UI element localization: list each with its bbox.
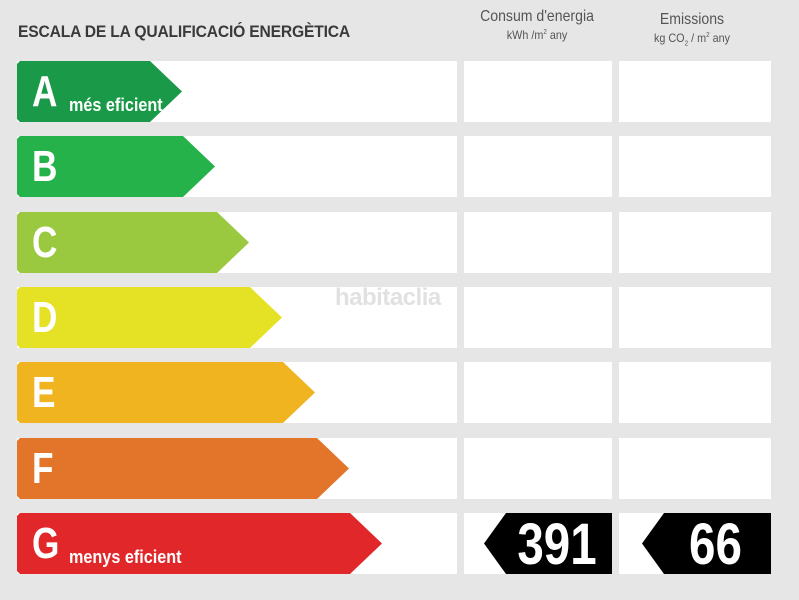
emissions-cell-e bbox=[619, 362, 771, 423]
consumption-column-header: Consum d'energia kWh /m2 any bbox=[462, 8, 612, 42]
grade-letter-b: B bbox=[32, 142, 58, 191]
grade-arrow-g bbox=[17, 513, 382, 574]
emissions-cell-c bbox=[619, 212, 771, 273]
consumption-value: 391 bbox=[517, 512, 597, 577]
grade-letter-a: A bbox=[32, 67, 58, 116]
emissions-value: 66 bbox=[689, 512, 742, 577]
watermark-logo: habitaclia bbox=[335, 284, 441, 311]
emissions-column-label: Emissions bbox=[659, 11, 725, 28]
grade-letter-c: C bbox=[32, 218, 58, 267]
consumption-cell-b bbox=[464, 136, 612, 197]
emissions-column-header: Emissions kg CO2 / m2 any bbox=[617, 11, 767, 47]
emissions-cell-b bbox=[619, 136, 771, 197]
grade-letter-f: F bbox=[32, 444, 54, 493]
grade-arrow-b bbox=[17, 136, 215, 197]
grade-letter-d: D bbox=[32, 293, 58, 342]
page-title: ESCALA DE LA QUALIFICACIÓ ENERGÈTICA bbox=[18, 22, 350, 41]
emissions-cell-d bbox=[619, 287, 771, 348]
consumption-cell-e bbox=[464, 362, 612, 423]
emissions-cell-a bbox=[619, 61, 771, 122]
consumption-cell-d bbox=[464, 287, 612, 348]
grade-arrow-e bbox=[17, 362, 315, 423]
grade-arrow-a bbox=[17, 61, 182, 122]
consumption-column-unit: kWh /m2 any bbox=[506, 28, 568, 42]
emissions-marker bbox=[642, 513, 771, 574]
consumption-cell-c bbox=[464, 212, 612, 273]
consumption-marker bbox=[484, 513, 612, 574]
grade-note-g: menys eficient bbox=[69, 547, 182, 567]
grade-arrow-f bbox=[17, 438, 349, 499]
grade-note-a: més eficient bbox=[69, 95, 163, 115]
grade-arrow-c bbox=[17, 212, 249, 273]
consumption-column-label: Consum d'energia bbox=[480, 8, 594, 25]
grade-arrow-d bbox=[17, 287, 282, 348]
emissions-cell-f bbox=[619, 438, 771, 499]
consumption-cell-a bbox=[464, 61, 612, 122]
grade-letter-g: G bbox=[32, 519, 60, 568]
consumption-cell-f bbox=[464, 438, 612, 499]
grade-letter-e: E bbox=[32, 368, 56, 417]
emissions-column-unit: kg CO2 / m2 any bbox=[653, 31, 731, 48]
